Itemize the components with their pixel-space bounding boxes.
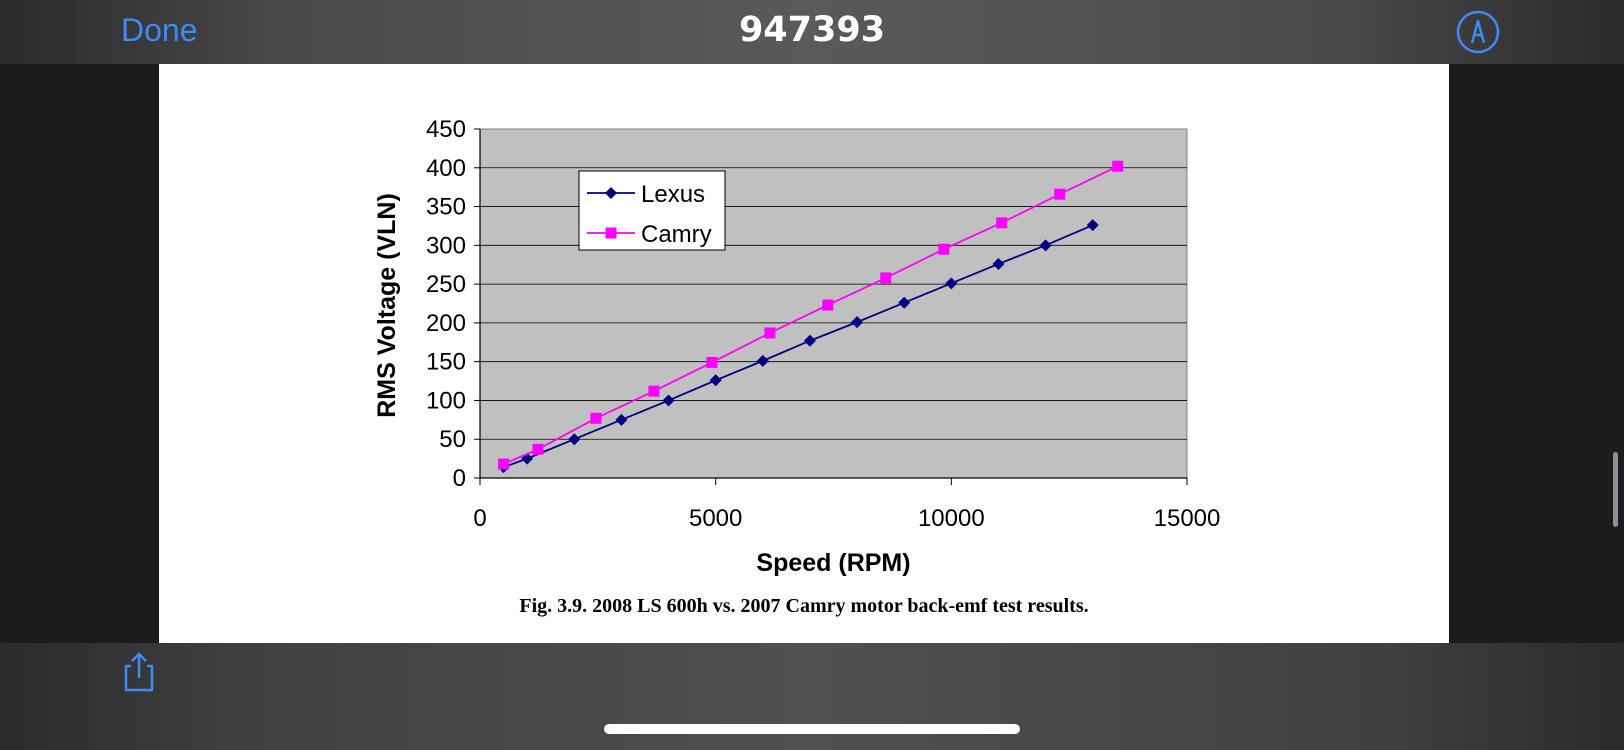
series-line-camry — [503, 165, 1119, 465]
data-point-lexus — [615, 413, 628, 426]
data-point-lexus — [803, 334, 816, 347]
y-tick-label: 150 — [426, 349, 466, 376]
document-page: 0 50 100 150 200 250 300 350 400 450 0 5000 10000 150… — [159, 64, 1449, 643]
data-point-camry — [938, 243, 950, 255]
x-tick-label: 15000 — [1154, 505, 1221, 532]
y-tick-label: 400 — [426, 155, 466, 182]
data-point-camry — [532, 443, 544, 455]
y-tick-label: 450 — [426, 116, 466, 143]
x-tick-label: 5000 — [689, 505, 742, 532]
data-point-camry — [880, 272, 892, 284]
series-line-lexus — [503, 224, 1094, 468]
data-point-lexus — [945, 277, 958, 290]
x-tick-label: 0 — [473, 505, 486, 532]
data-point-lexus — [568, 433, 581, 446]
document-title: 947393 — [738, 10, 886, 50]
data-point-lexus — [851, 316, 864, 329]
y-tick-label: 50 — [439, 426, 466, 453]
y-tick-label: 100 — [426, 387, 466, 414]
x-axis-label: Speed (RPM) — [756, 549, 910, 577]
data-point-camry — [1112, 160, 1124, 172]
data-point-camry — [822, 299, 834, 311]
data-point-lexus — [709, 374, 722, 387]
legend-label-lexus: Lexus — [641, 181, 705, 208]
legend-label-camry: Camry — [641, 221, 712, 248]
y-tick-label: 0 — [453, 465, 466, 492]
home-indicator[interactable] — [604, 724, 1020, 734]
data-point-lexus — [521, 452, 534, 465]
y-tick-label: 250 — [426, 271, 466, 298]
top-toolbar: Done 947393 — [0, 0, 1624, 64]
data-point-lexus — [898, 296, 911, 309]
scroll-indicator[interactable] — [1613, 452, 1618, 527]
data-point-lexus — [756, 354, 769, 367]
data-point-camry — [764, 327, 776, 339]
data-point-lexus — [992, 257, 1005, 270]
y-tick-label: 200 — [426, 310, 466, 337]
data-point-lexus — [1039, 239, 1052, 252]
left-margin — [0, 64, 159, 643]
y-tick-label: 300 — [426, 232, 466, 259]
legend-box — [578, 170, 726, 251]
y-axis-label: RMS Voltage (VLN) — [373, 193, 401, 418]
data-point-lexus — [1086, 219, 1099, 232]
figure-caption: Fig. 3.9. 2008 LS 600h vs. 2007 Camry mo… — [519, 595, 1089, 617]
data-point-lexus — [662, 394, 675, 407]
data-point-camry — [590, 412, 602, 424]
y-tick-label: 350 — [426, 194, 466, 221]
markup-pen-icon[interactable] — [1456, 10, 1500, 54]
x-tick-label: 10000 — [918, 505, 985, 532]
done-button[interactable]: Done — [121, 12, 198, 48]
data-point-camry — [648, 385, 660, 397]
legend-marker-lexus — [605, 187, 617, 199]
share-icon[interactable] — [118, 650, 160, 694]
legend-marker-camry — [605, 227, 617, 239]
data-point-camry — [498, 458, 510, 470]
data-point-camry — [1054, 188, 1066, 200]
right-margin — [1449, 64, 1624, 643]
data-point-camry — [996, 217, 1008, 229]
data-point-camry — [706, 356, 718, 368]
back-emf-chart: 0 50 100 150 200 250 300 350 400 450 0 5000 10000 150… — [373, 116, 1221, 577]
